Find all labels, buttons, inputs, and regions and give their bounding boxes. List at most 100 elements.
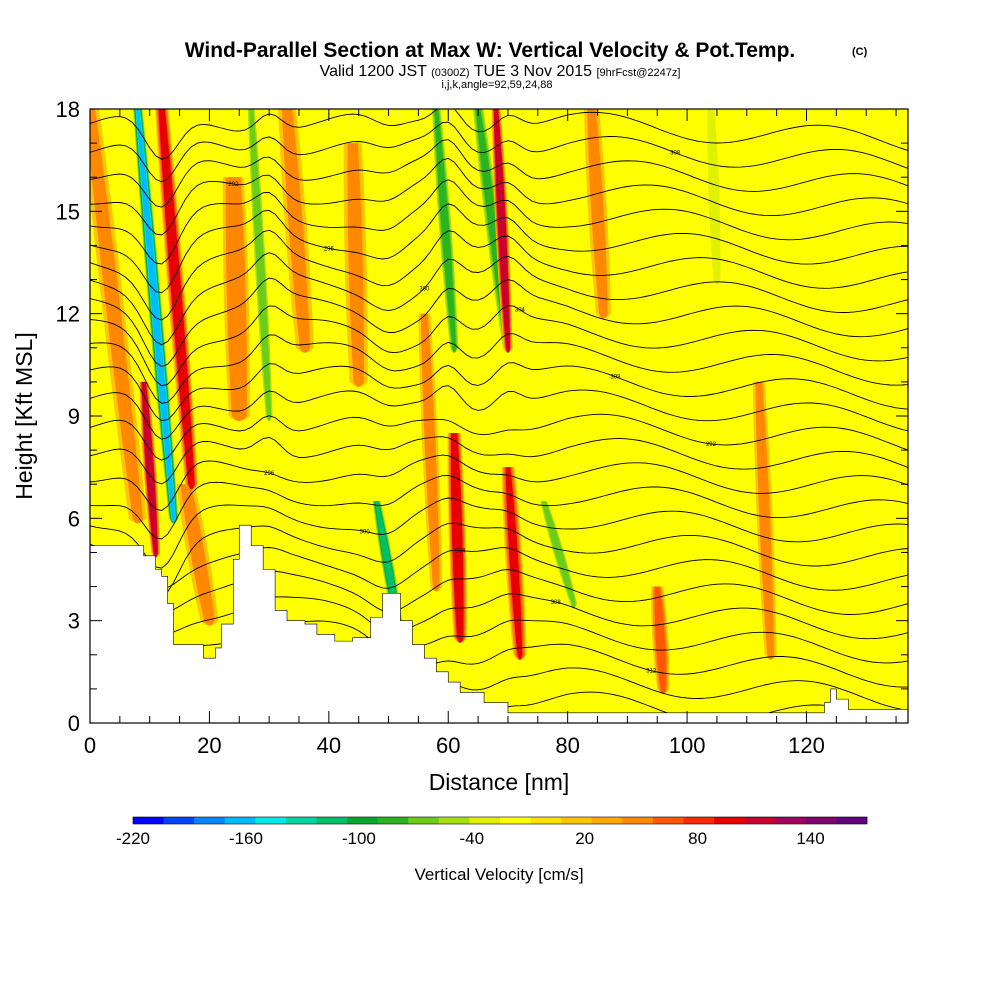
- colorbar-swatch: [683, 817, 715, 824]
- isentrope-line: [90, 203, 908, 294]
- isentrope-line: [90, 229, 908, 321]
- isentrope-line: [90, 157, 908, 236]
- x-tick-label: 40: [317, 733, 341, 758]
- contour-label: 300: [419, 286, 430, 292]
- colorbar-tick-label: -40: [459, 829, 484, 848]
- y-tick-label: 12: [56, 302, 80, 327]
- velocity-band: [159, 109, 194, 490]
- colorbar-tick-label: 80: [688, 829, 707, 848]
- colorbar-swatch: [622, 817, 654, 824]
- colorbar-swatch: [775, 817, 807, 824]
- colorbar-swatch: [591, 817, 623, 824]
- colorbar-swatch: [316, 817, 348, 824]
- isentrope-line: [90, 593, 908, 640]
- isentrope-line: [90, 413, 908, 461]
- contour-label: 308: [670, 151, 681, 157]
- colorbar-swatch: [469, 817, 501, 824]
- colorbar-swatch: [377, 817, 409, 824]
- colorbar-swatch: [163, 817, 195, 824]
- colorbar-label: Vertical Velocity [cm/s]: [414, 865, 583, 884]
- isentrope-line: [90, 522, 908, 597]
- velocity-band: [180, 484, 215, 626]
- velocity-band: [505, 467, 523, 660]
- subtitle-date: TUE 3 Nov 2015: [474, 63, 592, 80]
- isentrope-line: [90, 305, 908, 387]
- contour-label: 308: [551, 600, 562, 606]
- colorbar-tick-label: -160: [229, 829, 263, 848]
- colorbar-tick-label: 20: [575, 829, 594, 848]
- velocity-band: [281, 109, 311, 353]
- y-tick-label: 18: [56, 97, 80, 122]
- isentrope-line: [90, 497, 908, 569]
- colorbar-swatch: [408, 817, 440, 824]
- velocity-band: [755, 381, 775, 660]
- velocity-band: [587, 109, 608, 319]
- x-tick-label: 120: [788, 733, 825, 758]
- colorbar-swatch: [652, 817, 684, 824]
- colorbar-swatch: [714, 817, 745, 824]
- colorbar-tick-label: -100: [342, 829, 376, 848]
- contour-label: 300: [360, 529, 371, 535]
- colorbar-swatch: [194, 817, 226, 824]
- x-tick-label: 80: [555, 733, 579, 758]
- colorbar-tick-label: 140: [796, 829, 824, 848]
- colorbar-swatch: [224, 817, 256, 824]
- colorbar-swatch: [347, 817, 378, 824]
- contour-label: 292: [706, 442, 717, 448]
- colorbar-tick-label: -220: [116, 829, 150, 848]
- velocity-band: [451, 433, 463, 643]
- isentrope-line: [90, 547, 908, 591]
- colorbar: [132, 816, 868, 825]
- y-tick-label: 9: [68, 404, 80, 429]
- isentrope-line: [90, 277, 908, 367]
- chart-subtitle-2: i,j,k,angle=92,59,24,88: [441, 79, 552, 91]
- y-tick-label: 6: [68, 506, 80, 531]
- colorbar-swatch: [744, 817, 776, 824]
- subtitle-valid: Valid 1200 JST: [320, 63, 428, 80]
- isentrope-line: [90, 333, 908, 404]
- velocity-band: [434, 109, 457, 353]
- isentrope-line: [90, 436, 908, 485]
- x-tick-label: 60: [436, 733, 460, 758]
- velocity-band: [249, 109, 272, 421]
- colorbar-swatch: [805, 817, 837, 824]
- subtitle-forecast: [9hrFcst@2247z]: [596, 67, 680, 79]
- colorbar-swatch: [500, 817, 531, 824]
- contour-label: 312: [646, 669, 657, 675]
- x-axis-label: Distance [nm]: [429, 769, 570, 795]
- colorbar-swatch: [255, 817, 287, 824]
- contour-label: 308: [610, 375, 621, 381]
- chart-subtitle: Valid 1200 JST (0300Z) TUE 3 Nov 2015 [9…: [320, 63, 681, 80]
- colorbar-swatch: [530, 817, 562, 824]
- isentrope-line: [90, 252, 908, 346]
- colorbar-ticks: -220 -160 -100 -40 20 80 140: [116, 829, 825, 848]
- colorbar-swatch: [438, 817, 470, 824]
- velocity-band: [347, 143, 364, 387]
- y-axis-label: Height [Kft MSL]: [11, 332, 37, 499]
- plot-area: 312 308 304 300 296 292 308 304 300 296 292 308: [89, 108, 909, 724]
- y-tick-label: 3: [68, 609, 80, 634]
- colorbar-swatch: [836, 817, 868, 824]
- isentrope-line: [90, 121, 908, 183]
- y-tick-label: 15: [56, 199, 80, 224]
- velocity-band: [90, 109, 143, 524]
- x-axis: 0 20 40 60 80 100 120: [84, 109, 897, 758]
- x-tick-label: 100: [669, 733, 706, 758]
- isentrope-line: [90, 109, 908, 160]
- isentrope-line: [90, 179, 908, 265]
- contour-label: 304: [455, 548, 466, 554]
- colorbar-swatch: [561, 817, 593, 824]
- isentrope-line: [90, 475, 908, 540]
- contour-label: 296: [324, 246, 335, 252]
- y-tick-label: 0: [68, 711, 80, 736]
- subtitle-utc: (0300Z): [431, 67, 470, 79]
- velocity-band: [654, 586, 666, 694]
- colorbar-frame: [132, 816, 868, 825]
- isentrope-line: [90, 139, 908, 208]
- velocity-band: [142, 381, 158, 558]
- contour-label: 304: [515, 308, 526, 314]
- isentrope-line: [90, 385, 908, 440]
- velocity-band: [420, 313, 440, 592]
- contour-label: 296: [264, 471, 275, 477]
